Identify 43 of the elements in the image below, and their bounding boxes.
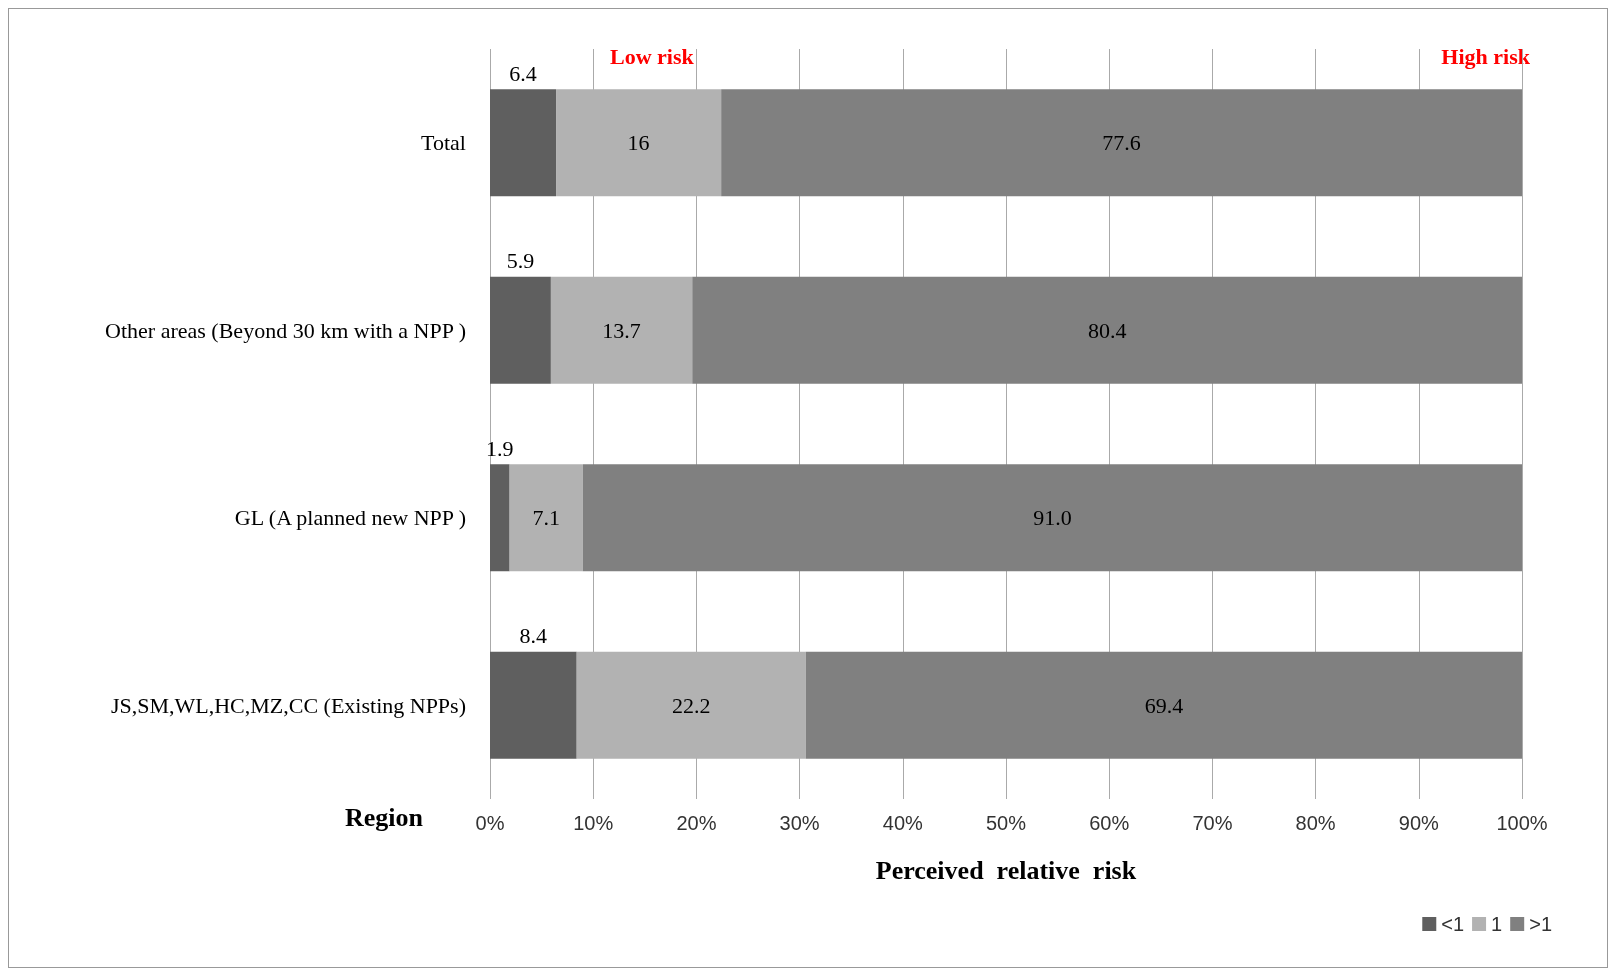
- bar: [509, 464, 583, 572]
- bar: [582, 464, 1522, 572]
- data-label: 8.4: [519, 623, 548, 649]
- data-label: 16: [627, 130, 650, 156]
- y-tick-label: GL (A planned new NPP ): [234, 505, 466, 531]
- bar: [692, 276, 1522, 384]
- legend-label: >1: [1529, 913, 1553, 935]
- bar: [490, 89, 557, 197]
- legend-label: 1: [1491, 913, 1503, 935]
- x-tick-label: 50%: [985, 812, 1027, 834]
- x-tick-label: 60%: [1089, 812, 1130, 834]
- x-tick-label: 30%: [779, 812, 820, 834]
- data-label: 13.7: [602, 317, 641, 343]
- y-tick-label: JS,SM,WL,HC,MZ,CC (Existing NPPs): [110, 692, 466, 718]
- x-tick-label: 80%: [1295, 812, 1336, 834]
- x-tick-label: 0%: [475, 812, 505, 834]
- bar: [490, 276, 551, 384]
- legend-label: <1: [1441, 913, 1465, 935]
- x-tick-label: 20%: [676, 812, 717, 834]
- x-tick-label: 70%: [1192, 812, 1233, 834]
- x-tick-label: 100%: [1496, 812, 1548, 834]
- data-label: 6.4: [509, 60, 537, 86]
- x-tick-label: 40%: [882, 812, 924, 834]
- x-tick-label: 10%: [573, 812, 614, 834]
- data-label: 80.4: [1087, 317, 1127, 343]
- y-tick-label: Other areas (Beyond 30 km with a NPP ): [105, 317, 466, 343]
- x-tick-label: 90%: [1398, 812, 1440, 834]
- data-label: 91.0: [1033, 505, 1072, 531]
- data-label: 5.9: [506, 248, 535, 274]
- data-label: 22.2: [671, 692, 711, 718]
- bar: [805, 651, 1522, 759]
- data-label: 69.4: [1144, 692, 1184, 718]
- y-axis-title: Region: [345, 802, 424, 832]
- data-label: 77.6: [1102, 130, 1141, 156]
- data-label: 1.9: [486, 435, 514, 461]
- bar: [490, 464, 510, 572]
- data-label: 7.1: [532, 505, 560, 531]
- x-axis-title: Perceived relative risk: [875, 855, 1137, 885]
- annotation: Low risk: [610, 43, 695, 69]
- annotation: High risk: [1441, 43, 1531, 69]
- bar: [490, 651, 577, 759]
- bar: [721, 89, 1522, 197]
- y-tick-label: Total: [421, 130, 466, 156]
